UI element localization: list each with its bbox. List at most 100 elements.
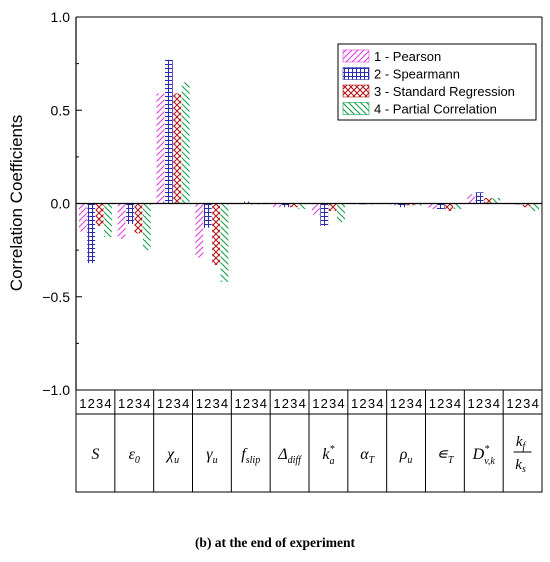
fraction-numerator: kf (516, 434, 527, 452)
bar-kf_ks-s4 (531, 203, 540, 211)
y-tick-label: 0.0 (51, 196, 71, 212)
category-symbol: k* a (322, 444, 334, 467)
bar-index-label: 1 (79, 396, 86, 411)
bar-index-label: 1 (118, 396, 125, 411)
category-symbol: S (91, 446, 99, 463)
bar-index-label: 2 (515, 396, 522, 411)
bar-index-label: 4 (299, 396, 306, 411)
bar-delta_diff-s1 (273, 203, 281, 208)
bar-index-label: 1 (351, 396, 358, 411)
bar-epsilon0-s4 (142, 203, 151, 251)
bar-index-label: 3 (135, 396, 142, 411)
category-symbol: ε0 (129, 446, 140, 466)
category-symbol: αT (360, 446, 375, 466)
bar-chi_u-s4 (181, 82, 190, 204)
category-symbol: χu (165, 446, 179, 466)
bar-index-label: 1 (312, 396, 319, 411)
bar-index-label: 4 (532, 396, 539, 411)
bar-rho_u-s1 (389, 203, 398, 206)
bar-epsilon0-s1 (117, 203, 126, 239)
category-symbol: γu (206, 446, 217, 466)
category-label-S: S (91, 446, 99, 463)
category-label-rho_u: ρu (399, 446, 413, 466)
bar-S-s1 (78, 203, 87, 232)
bar-index-label: 4 (260, 396, 267, 411)
bar-index-label: 2 (243, 396, 250, 411)
category-symbol: ρu (399, 446, 413, 466)
category-label-epsilon0: ε0 (129, 446, 140, 466)
legend-label: 1 - Pearson (374, 49, 441, 64)
category-symbol: fslip (241, 446, 260, 466)
bar-D_vk_star-s4 (492, 197, 501, 204)
bar-eps_T-s3 (445, 203, 454, 211)
bar-index-label: 3 (484, 396, 491, 411)
bar-epsilon0-s2 (126, 203, 134, 225)
y-tick-label: −0.5 (42, 289, 70, 305)
bar-index-label: 1 (157, 396, 164, 411)
bar-index-label: 3 (446, 396, 453, 411)
legend-swatch (342, 49, 370, 63)
legend-label: 4 - Partial Correlation (374, 102, 497, 117)
category-label-f_slip: fslip (241, 446, 260, 466)
bar-epsilon0-s3 (134, 203, 143, 234)
bar-S-s3 (95, 203, 104, 226)
bar-index-label: 3 (251, 396, 258, 411)
category-label-kf_ks: kf ks (513, 434, 532, 475)
bar-delta_diff-s2 (281, 203, 290, 208)
y-axis-label: Correlation Coefficients (7, 115, 26, 291)
bar-index-label: 3 (174, 396, 181, 411)
bar-index-label: 4 (415, 396, 422, 411)
bar-eps_T-s4 (453, 203, 462, 210)
bar-index-label: 2 (204, 396, 211, 411)
bar-index-label: 1 (429, 396, 436, 411)
bar-gamma_u-s2 (203, 203, 212, 228)
bar-index-label: 2 (476, 396, 483, 411)
bar-rho_u-s3 (406, 203, 415, 206)
bars-layer (78, 59, 540, 282)
bar-index-label: 2 (126, 396, 133, 411)
bar-kf_ks-s3 (522, 203, 531, 208)
category-label-delta_diff: Δdiff (277, 446, 302, 466)
bar-k_a_star-s1 (311, 203, 320, 215)
bar-chi_u-s1 (156, 93, 165, 204)
bar-index-label: 3 (213, 396, 220, 411)
bar-D_vk_star-s1 (467, 194, 476, 204)
bar-index-label: 4 (104, 396, 111, 411)
bar-chi_u-s2 (164, 59, 173, 204)
category-label-D_vk_star: D* v,k (472, 444, 496, 467)
category-label-eps_T: ∊T (436, 446, 454, 466)
fraction-denominator: ks (515, 457, 526, 475)
bar-index-label: 3 (290, 396, 297, 411)
legend: 1 - Pearson 2 - Spearmann 3 - Standard Reg… (337, 43, 537, 121)
category-symbol: D* v,k (472, 444, 496, 467)
legend-swatch (342, 102, 370, 115)
bar-gamma_u-s3 (212, 203, 221, 266)
category-symbol: Δdiff (277, 446, 302, 466)
legend-label: 2 - Spearmann (374, 67, 460, 82)
bar-D_vk_star-s2 (475, 192, 484, 204)
bar-index-label: 4 (376, 396, 383, 411)
bar-index-label: 1 (273, 396, 280, 411)
legend-swatch (342, 67, 370, 80)
figure-caption: (b) at the end of experiment (0, 535, 550, 551)
legend-swatch (342, 84, 370, 98)
bar-index-label: 3 (368, 396, 375, 411)
bar-eps_T-s1 (428, 203, 437, 210)
bar-delta_diff-s4 (298, 203, 307, 210)
bar-index-label: 2 (359, 396, 366, 411)
bar-index-label: 2 (398, 396, 405, 411)
y-tick-label: 1.0 (51, 9, 71, 25)
bar-index-label: 1 (390, 396, 397, 411)
y-tick-label: −1.0 (42, 382, 70, 398)
bar-index-label: 1 (196, 396, 203, 411)
bar-chi_u-s3 (173, 93, 182, 204)
bar-index-label: 4 (143, 396, 150, 411)
bar-k_a_star-s4 (337, 203, 345, 223)
bar-index-label: 4 (454, 396, 461, 411)
category-label-chi_u: χu (165, 446, 179, 466)
category-label-gamma_u: γu (206, 446, 217, 466)
bar-index-label: 2 (88, 396, 95, 411)
bar-D_vk_star-s3 (484, 197, 492, 204)
